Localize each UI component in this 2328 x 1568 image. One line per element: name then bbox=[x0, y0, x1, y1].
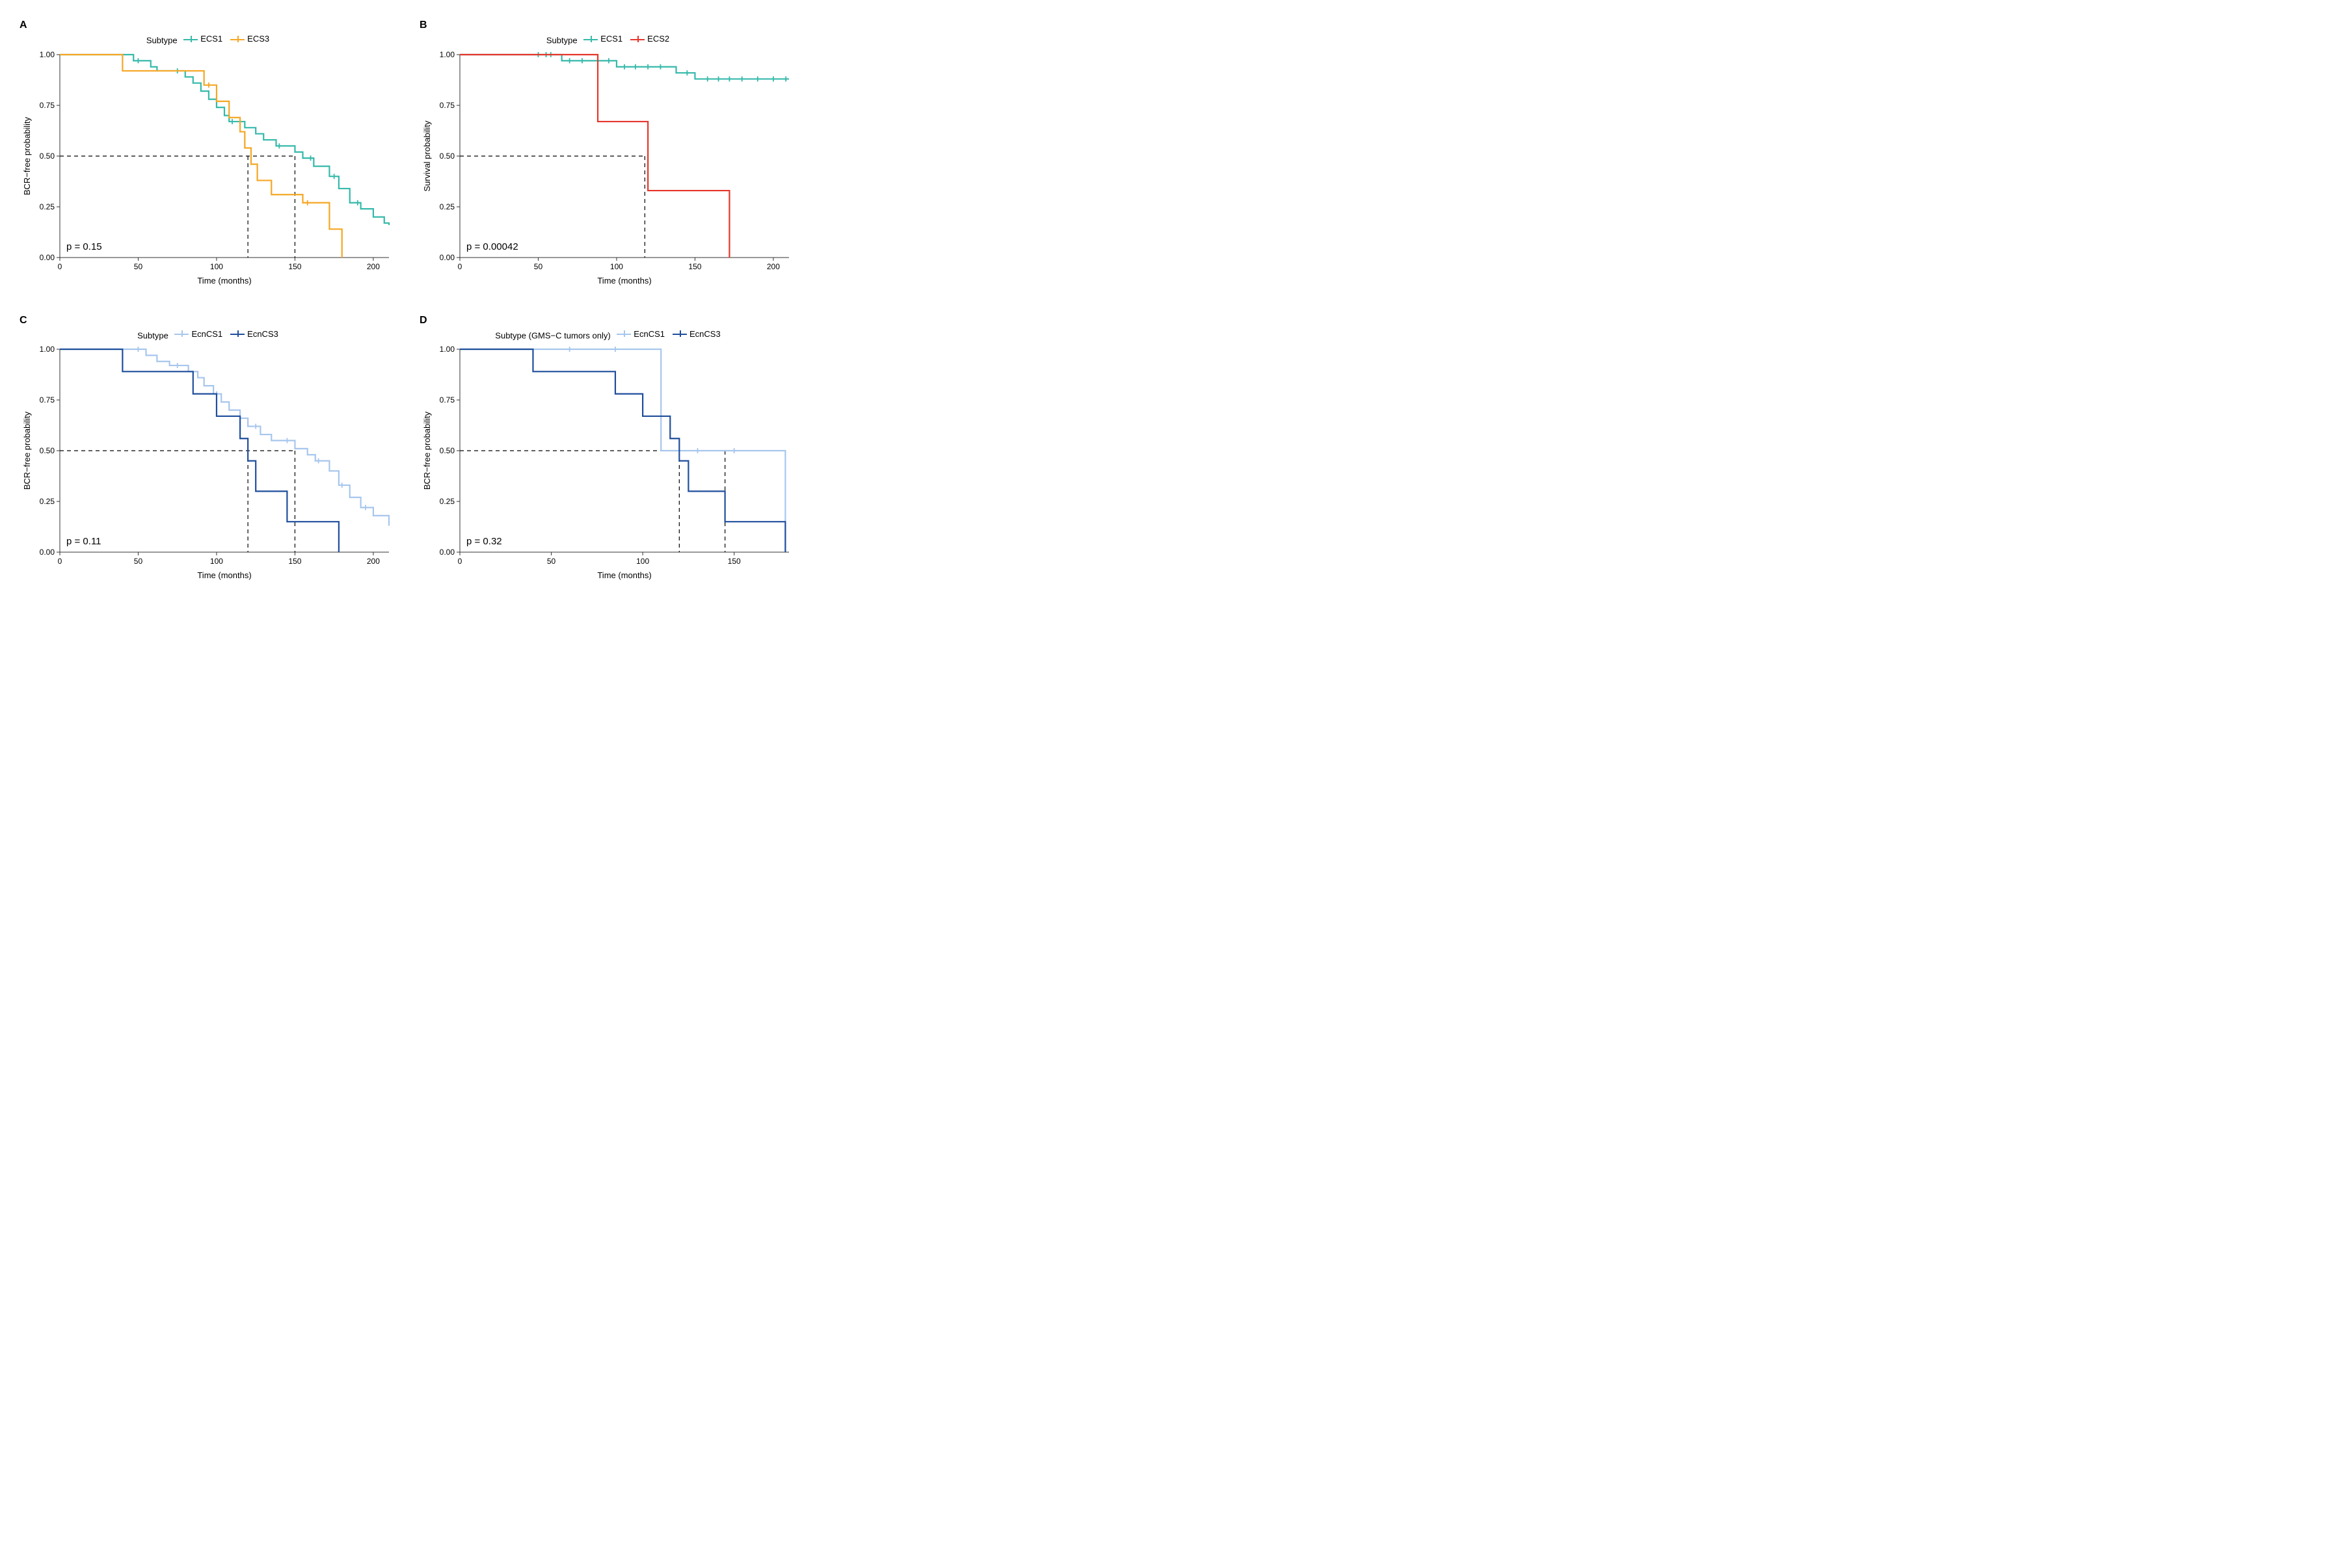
y-tick-label: 1.00 bbox=[40, 345, 55, 354]
y-tick-label: 0.75 bbox=[440, 101, 455, 110]
x-tick-label: 0 bbox=[458, 262, 462, 271]
legend-title: Subtype bbox=[137, 330, 168, 340]
legend-label: ECS1 bbox=[200, 34, 222, 44]
p-value: p = 0.32 bbox=[466, 536, 502, 547]
panel-letter: C bbox=[20, 315, 400, 326]
x-axis-title: Time (months) bbox=[197, 570, 251, 580]
panel-D: D Subtype (GMS−C tumors only) EcnCS1 EcnCS… bbox=[420, 315, 800, 584]
y-tick-label: 0.00 bbox=[40, 253, 55, 262]
y-tick-label: 0.50 bbox=[440, 446, 455, 455]
legend: Subtype (GMS−C tumors only) EcnCS1 EcnCS3 bbox=[420, 329, 800, 341]
y-tick-label: 0.00 bbox=[440, 548, 455, 557]
y-axis-title: BCR−free probability bbox=[22, 116, 32, 195]
x-tick-label: 200 bbox=[767, 262, 780, 271]
panel-letter: D bbox=[420, 315, 800, 326]
legend-item-EcnCS3: EcnCS3 bbox=[673, 329, 721, 339]
x-tick-label: 100 bbox=[210, 557, 223, 566]
x-tick-label: 200 bbox=[367, 557, 380, 566]
km-chart-A: 0.00 0.25 0.50 0.75 1.00 0 50 100 150 200 Time (mo… bbox=[20, 48, 397, 289]
legend-swatch bbox=[630, 34, 645, 44]
y-tick-label: 0.50 bbox=[440, 152, 455, 161]
km-curve-ECS2 bbox=[460, 55, 729, 258]
p-value: p = 0.00042 bbox=[466, 241, 518, 252]
legend-title: Subtype bbox=[546, 36, 578, 46]
legend: Subtype ECS1 ECS2 bbox=[420, 34, 800, 46]
km-curve-EcnCS1 bbox=[60, 349, 389, 525]
x-tick-label: 50 bbox=[547, 557, 556, 566]
p-value: p = 0.11 bbox=[66, 536, 101, 547]
x-tick-label: 0 bbox=[58, 262, 62, 271]
panel-letter: A bbox=[20, 20, 400, 31]
legend-item-EcnCS1: EcnCS1 bbox=[617, 329, 665, 339]
legend-title: Subtype bbox=[146, 36, 178, 46]
legend-item-ECS1: ECS1 bbox=[183, 34, 222, 44]
x-tick-label: 200 bbox=[367, 262, 380, 271]
x-tick-label: 50 bbox=[134, 262, 143, 271]
x-tick-label: 0 bbox=[458, 557, 462, 566]
legend-label: EcnCS1 bbox=[634, 329, 665, 339]
y-tick-label: 0.25 bbox=[440, 497, 455, 506]
x-axis-title: Time (months) bbox=[197, 276, 251, 286]
y-axis-title: Survival probability bbox=[422, 120, 432, 191]
legend: Subtype ECS1 ECS3 bbox=[20, 34, 400, 46]
panel-C: C Subtype EcnCS1 EcnCS3 0.00 0.25 0.50 0.75 1.0… bbox=[20, 315, 400, 584]
x-tick-label: 150 bbox=[728, 557, 741, 566]
x-tick-label: 0 bbox=[58, 557, 62, 566]
y-axis-title: BCR−free probability bbox=[422, 411, 432, 490]
x-axis-title: Time (months) bbox=[597, 276, 651, 286]
y-tick-label: 0.00 bbox=[40, 548, 55, 557]
x-tick-label: 150 bbox=[288, 262, 301, 271]
km-curve-ECS1 bbox=[60, 55, 389, 225]
x-tick-label: 150 bbox=[688, 262, 701, 271]
y-axis-title: BCR−free probability bbox=[22, 411, 32, 490]
legend-swatch bbox=[617, 329, 631, 338]
legend-label: ECS2 bbox=[647, 34, 669, 44]
legend-swatch bbox=[230, 329, 245, 338]
x-tick-label: 50 bbox=[134, 557, 143, 566]
y-tick-label: 0.50 bbox=[40, 152, 55, 161]
y-tick-label: 0.25 bbox=[440, 202, 455, 211]
legend-swatch bbox=[230, 34, 245, 44]
legend-swatch bbox=[183, 34, 198, 44]
y-tick-label: 0.00 bbox=[440, 253, 455, 262]
x-tick-label: 100 bbox=[610, 262, 623, 271]
legend-item-ECS1: ECS1 bbox=[583, 34, 622, 44]
x-tick-label: 100 bbox=[210, 262, 223, 271]
y-tick-label: 1.00 bbox=[40, 50, 55, 59]
km-chart-B: 0.00 0.25 0.50 0.75 1.00 0 50 100 150 200 Time (mo… bbox=[420, 48, 797, 289]
y-tick-label: 0.25 bbox=[40, 497, 55, 506]
p-value: p = 0.15 bbox=[66, 241, 102, 252]
y-tick-label: 1.00 bbox=[440, 345, 455, 354]
panel-B: B Subtype ECS1 ECS2 0.00 0.25 0.50 0.75 1.00 0 50… bbox=[420, 20, 800, 289]
legend-item-ECS2: ECS2 bbox=[630, 34, 669, 44]
legend-swatch bbox=[174, 329, 189, 338]
km-chart-C: 0.00 0.25 0.50 0.75 1.00 0 50 100 150 200 Time (mo… bbox=[20, 343, 397, 583]
panel-letter: B bbox=[420, 20, 800, 31]
legend-label: EcnCS3 bbox=[247, 329, 278, 339]
y-tick-label: 1.00 bbox=[440, 50, 455, 59]
x-tick-label: 100 bbox=[636, 557, 649, 566]
panel-A: A Subtype ECS1 ECS3 0.00 0.25 0.50 0.75 1.00 0 50… bbox=[20, 20, 400, 289]
kaplan-meier-grid: A Subtype ECS1 ECS3 0.00 0.25 0.50 0.75 1.00 0 50… bbox=[20, 20, 800, 583]
x-axis-title: Time (months) bbox=[597, 570, 651, 580]
km-chart-D: 0.00 0.25 0.50 0.75 1.00 0 50 100 150 Time (month… bbox=[420, 343, 797, 583]
y-tick-label: 0.50 bbox=[40, 446, 55, 455]
legend-swatch bbox=[583, 34, 598, 44]
legend-item-EcnCS3: EcnCS3 bbox=[230, 329, 278, 339]
x-tick-label: 150 bbox=[288, 557, 301, 566]
y-tick-label: 0.75 bbox=[40, 395, 55, 405]
legend-label: ECS3 bbox=[247, 34, 269, 44]
legend-item-EcnCS1: EcnCS1 bbox=[174, 329, 222, 339]
legend-label: EcnCS1 bbox=[191, 329, 222, 339]
y-tick-label: 0.75 bbox=[40, 101, 55, 110]
legend-label: ECS1 bbox=[600, 34, 622, 44]
legend: Subtype EcnCS1 EcnCS3 bbox=[20, 329, 400, 341]
legend-swatch bbox=[673, 329, 687, 338]
legend-label: EcnCS3 bbox=[689, 329, 721, 339]
legend-item-ECS3: ECS3 bbox=[230, 34, 269, 44]
y-tick-label: 0.25 bbox=[40, 202, 55, 211]
legend-title: Subtype (GMS−C tumors only) bbox=[495, 330, 610, 340]
y-tick-label: 0.75 bbox=[440, 395, 455, 405]
x-tick-label: 50 bbox=[534, 262, 543, 271]
